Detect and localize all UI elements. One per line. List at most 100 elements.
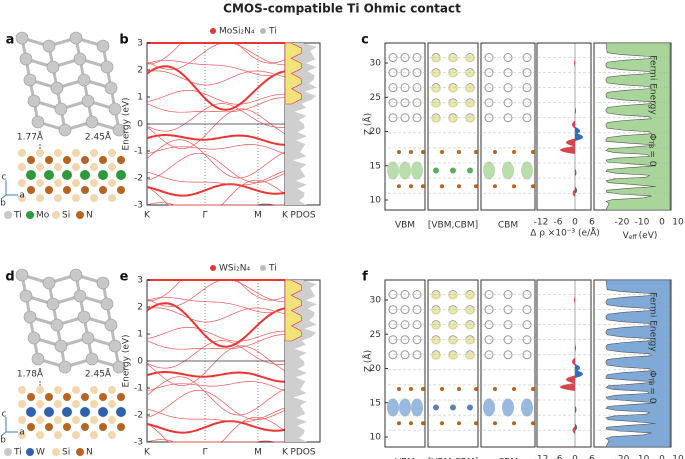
legend-label: MoSi₂N₄ (219, 27, 255, 37)
y-tick-label: -2 (134, 411, 143, 421)
charge-lobe (448, 351, 458, 360)
si-atom (45, 393, 53, 401)
band-line (146, 389, 286, 421)
si-atom (81, 423, 89, 431)
pdos-main (284, 42, 303, 105)
n-atom (36, 386, 44, 394)
si-atom (440, 421, 444, 426)
si-atom (409, 387, 413, 392)
panel-label: a (6, 33, 15, 48)
metal-atom (44, 407, 54, 417)
y-tick-label: -3 (134, 438, 143, 448)
si-atom (81, 156, 89, 164)
column-frame (384, 279, 426, 448)
ti-atom (100, 297, 114, 311)
n-atom (108, 179, 116, 187)
si-atom (117, 393, 125, 401)
charge-lobe (448, 336, 458, 345)
drho-peak (572, 357, 575, 366)
x-tick-label: -6 (554, 455, 563, 459)
si-atom (440, 184, 444, 189)
annotation: Fermi Energy (648, 292, 658, 352)
panel-label: e (120, 270, 129, 285)
si-atom (512, 421, 516, 426)
pdos-main (284, 279, 303, 342)
x-tick-label: -10 (635, 455, 650, 459)
x-tick-label: 10 (672, 218, 684, 228)
charge-lobe (448, 321, 458, 330)
charge-lobe (465, 291, 475, 300)
charge-lobe (399, 398, 411, 417)
n-atom (36, 431, 44, 439)
y-tick-label: 0 (137, 120, 143, 130)
si-atom (99, 186, 107, 194)
si-atom (63, 156, 71, 164)
si-atom (474, 387, 478, 392)
veff-area (605, 279, 671, 448)
band-line (146, 302, 286, 348)
metal-atom (116, 407, 126, 417)
si-atom (474, 150, 478, 155)
drho-peak (575, 405, 577, 414)
charge-lobe (465, 69, 475, 78)
y-tick-label: -3 (134, 201, 143, 211)
si-atom (457, 387, 461, 392)
axis-label: Δ ρ ×10⁻³ (e/Å) (530, 227, 600, 239)
figure-title: CMOS-compatible Ti Ohmic contact (223, 2, 461, 16)
charge-lobe (467, 167, 473, 174)
n-atom (36, 416, 44, 424)
band-line (146, 381, 286, 392)
y-tick-label: 1 (137, 330, 143, 340)
n-atom (36, 163, 44, 171)
n-atom (72, 194, 80, 202)
band-line (146, 376, 286, 416)
band-line (146, 103, 286, 132)
si-atom (531, 421, 535, 426)
text-part: = 0 (648, 150, 658, 166)
ti-atom (46, 60, 60, 74)
x-tick-label: 0 (572, 455, 578, 459)
ti-atom (54, 102, 68, 116)
x-tick-label: 0 (572, 218, 578, 228)
si-atom (397, 184, 401, 189)
si-atom (421, 387, 425, 392)
ti-atom (58, 123, 72, 137)
x-tick-label: M (254, 211, 262, 221)
x-tick-label: 10 (672, 455, 684, 459)
si-atom (421, 150, 425, 155)
ti-atom (58, 360, 72, 374)
legend-swatch (26, 211, 34, 219)
si-atom (409, 184, 413, 189)
si-atom (81, 186, 89, 194)
n-atom (36, 179, 44, 187)
charge-lobe (448, 114, 458, 123)
si-atom (99, 156, 107, 164)
si-atom (27, 393, 35, 401)
n-atom (18, 431, 26, 439)
si-atom (440, 150, 444, 155)
si-atom (531, 184, 535, 189)
charge-lobe (502, 398, 514, 417)
si-atom (63, 393, 71, 401)
band-line (146, 334, 285, 350)
charge-lobe (431, 291, 441, 300)
axis-name: a (19, 191, 25, 201)
axis-label: Energy (eV) (122, 334, 132, 387)
legend-swatch (4, 211, 12, 219)
y-tick-label: 0 (137, 357, 143, 367)
band-line (146, 65, 286, 111)
ti-atom (19, 289, 33, 303)
si-atom (531, 150, 535, 155)
legend-label: W (36, 448, 45, 458)
drho-frame (536, 279, 592, 448)
legend-label: Mo (36, 211, 50, 221)
charge-lobe (448, 306, 458, 315)
drho-frame (536, 42, 592, 211)
n-atom (18, 179, 26, 187)
si-atom (409, 150, 413, 155)
charge-lobe (411, 398, 423, 417)
metal-atom (116, 170, 126, 180)
column-frame (384, 42, 426, 211)
charge-lobe (387, 161, 399, 180)
metal-atom (44, 170, 54, 180)
